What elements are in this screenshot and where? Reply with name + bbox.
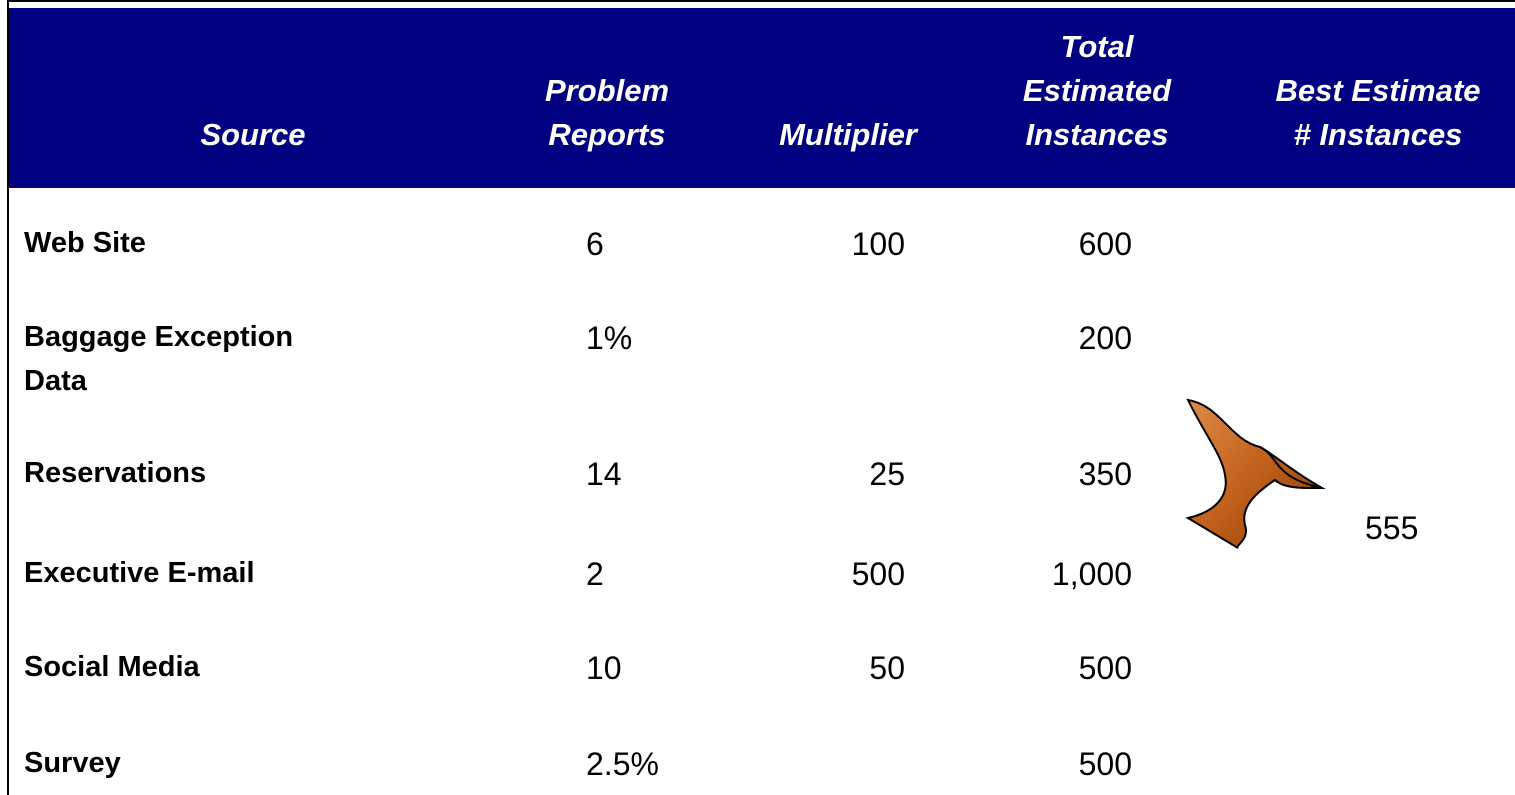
header-band [8,8,1515,188]
total-cell: 600 [1078,226,1132,262]
multiplier-cell: 50 [869,650,905,686]
problem-reports-cell: 6 [586,226,604,262]
source-cell: Reservations [24,457,207,489]
problem-reports-cell: 14 [586,456,622,492]
problem-reports-cell: 2 [586,556,604,592]
header-cell: Multiplier [779,117,917,152]
total-cell: 1,000 [1051,556,1132,592]
source-cell: Executive E-mail [24,557,255,589]
header-cell: Total [1060,29,1134,64]
multiplier-cell: 25 [869,456,905,492]
total-cell: 500 [1078,650,1132,686]
source-cell: Survey [24,747,121,779]
source-cell: Data [24,365,87,397]
header-cell: Best Estimate [1275,73,1481,108]
best-estimate: 555 [1365,510,1419,546]
problem-reports-cell: 1% [586,320,633,356]
total-cell: 200 [1078,320,1132,356]
header-cell: Problem [544,73,670,108]
left-border [7,0,9,795]
bracket-icon [1185,398,1326,549]
source-cell: Web Site [24,227,146,259]
top-border [8,0,1515,2]
total-cell: 350 [1078,456,1132,492]
total-cell: 500 [1078,746,1132,782]
header-cell: Reports [548,117,666,152]
source-cell: Social Media [24,651,200,683]
multiplier-cell: 500 [851,556,905,592]
problem-reports-cell: 10 [586,650,622,686]
header-cell: Estimated [1022,73,1172,108]
source-cell: Baggage Exception [24,321,294,353]
header-cell: # Instances [1293,117,1463,152]
multiplier-cell: 100 [851,226,905,262]
problem-reports-cell: 2.5% [586,746,659,782]
header-cell: Instances [1025,117,1169,152]
header-cell: Source [200,117,306,152]
